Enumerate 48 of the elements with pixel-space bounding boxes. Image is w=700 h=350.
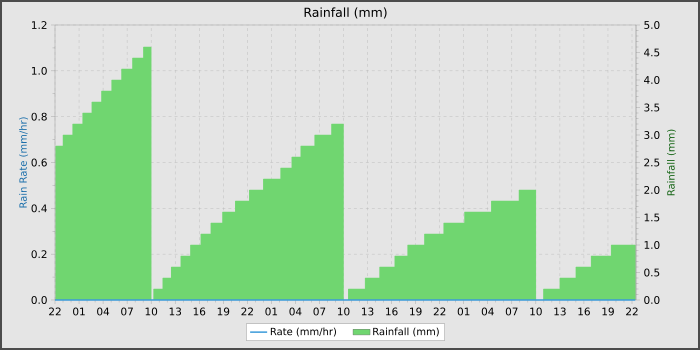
- x-tick-label: 22: [241, 308, 253, 316]
- y-tick-label: 0.2: [32, 250, 46, 258]
- y-tick-label: 0.0: [32, 296, 47, 304]
- x-tick-label: 16: [386, 308, 398, 316]
- x-tick-label: 07: [121, 308, 133, 316]
- x-tick-label: 22: [626, 308, 638, 316]
- legend-label: Rainfall (mm): [373, 328, 439, 336]
- x-tick-label: 16: [194, 308, 206, 316]
- y2-tick-label: 5.0: [644, 21, 660, 29]
- x-tick-label: 01: [458, 308, 470, 316]
- x-tick-label: 04: [482, 308, 494, 316]
- x-tick-label: 19: [602, 308, 614, 316]
- x-tick-label: 16: [578, 308, 590, 316]
- y2-tick-label: 1.0: [644, 241, 660, 249]
- y2-axis-title: Rainfall (mm): [667, 130, 676, 196]
- y2-tick-label: 0.0: [644, 296, 660, 304]
- x-tick-label: 13: [170, 308, 182, 316]
- x-tick-label: 13: [362, 308, 374, 316]
- x-tick-label: 04: [97, 308, 110, 316]
- y2-tick-label: 4.5: [644, 48, 660, 56]
- y2-tick-label: 3.5: [644, 104, 660, 112]
- y2-tick-label: 0.5: [644, 268, 660, 276]
- y2-tick-label: 2.5: [644, 158, 660, 166]
- x-tick-label: 01: [265, 308, 278, 316]
- y-axis-title: Rain Rate (mm/hr): [19, 117, 28, 208]
- y-tick-label: 1.2: [32, 21, 46, 29]
- x-tick-label: 22: [49, 308, 61, 316]
- x-tick-label: 19: [410, 308, 422, 316]
- y-tick-label: 0.6: [32, 158, 47, 166]
- y-tick-label: 0.8: [32, 112, 47, 121]
- x-tick-label: 01: [73, 308, 85, 316]
- x-tick-label: 13: [554, 308, 566, 316]
- y2-tick-label: 4.0: [644, 76, 660, 84]
- y-tick-label: 1.0: [32, 66, 47, 75]
- x-tick-label: 07: [506, 308, 518, 316]
- x-tick-label: 22: [434, 308, 446, 316]
- y2-tick-label: 1.5: [644, 214, 660, 222]
- x-tick-label: 07: [313, 308, 326, 316]
- x-tick-label: 10: [146, 308, 158, 316]
- x-tick-label: 04: [289, 308, 302, 316]
- x-tick-label: 19: [218, 308, 230, 316]
- x-tick-label: 10: [338, 308, 350, 316]
- y-tick-label: 0.4: [32, 204, 47, 212]
- y2-tick-label: 2.0: [644, 186, 660, 194]
- x-tick-label: 10: [530, 308, 542, 316]
- legend-label: Rate (mm/hr): [270, 328, 336, 336]
- y2-tick-label: 3.0: [644, 131, 660, 139]
- chart-title: Rainfall (mm): [304, 7, 387, 18]
